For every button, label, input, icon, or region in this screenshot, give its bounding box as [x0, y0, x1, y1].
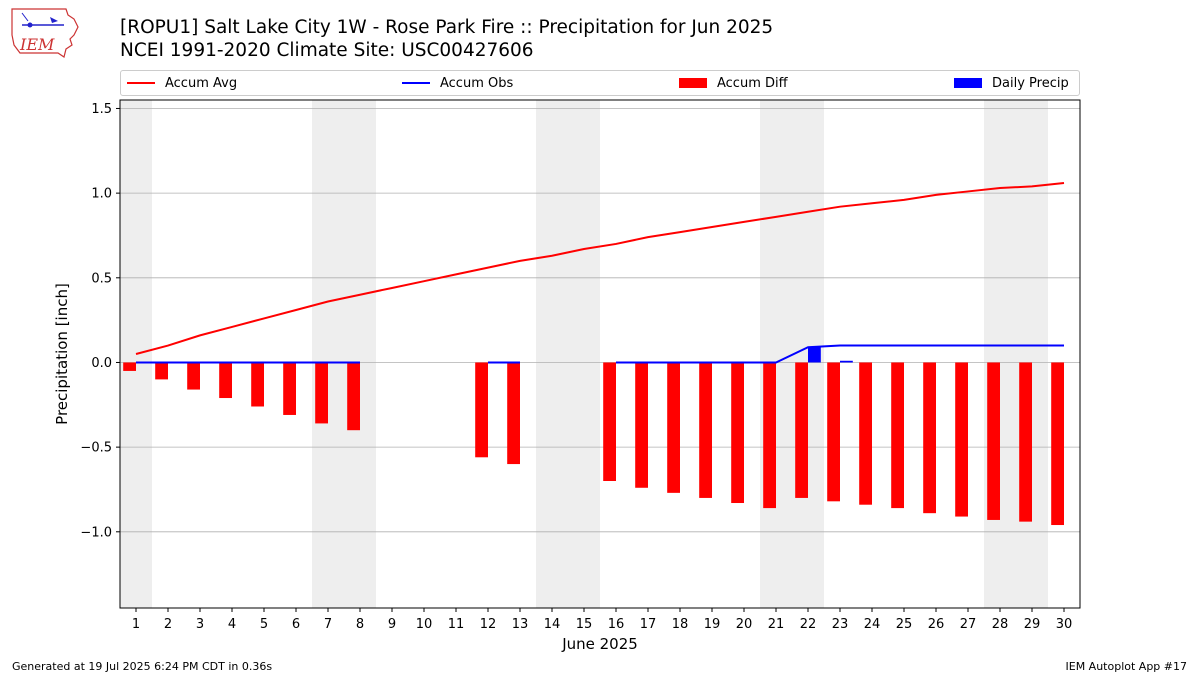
gridlines [120, 108, 1080, 533]
y-axis: −1.0 −0.5 0.0 0.5 1.0 1.5 [80, 102, 120, 540]
diff-bar-day-24 [859, 362, 872, 505]
legend-accum-obs: Accum Obs [402, 71, 513, 95]
diff-bar-day-25 [891, 362, 904, 509]
x-tick-label: 26 [928, 617, 945, 632]
y-tick-label: 1.0 [91, 187, 112, 202]
chart-title: [ROPU1] Salt Lake City 1W - Rose Park Fi… [120, 17, 774, 38]
diff-bar-day-18 [667, 362, 680, 493]
x-tick-label: 28 [992, 617, 1009, 632]
y-tick-label: −0.5 [80, 441, 112, 456]
diff-bar-day-7 [315, 362, 328, 424]
diff-bar-day-1 [123, 362, 136, 371]
x-tick-label: 29 [1024, 617, 1041, 632]
x-tick-label: 18 [672, 617, 689, 632]
legend-accum-avg: Accum Avg [127, 71, 237, 95]
x-tick-label: 6 [292, 617, 300, 632]
x-tick-label: 16 [608, 617, 625, 632]
diff-bar-day-13 [507, 362, 520, 465]
x-tick-label: 14 [544, 617, 561, 632]
diff-bar-day-27 [955, 362, 968, 517]
diff-bar-day-8 [347, 362, 360, 431]
x-tick-label: 27 [960, 617, 977, 632]
legend: Accum Avg Accum Obs Accum Diff Daily Pre… [120, 70, 1080, 96]
x-axis: 1 2 3 4 5 6 7 8 9 10 11 12 13 14 15 16 17 18 19 20 21 22 23 24 2… [132, 608, 1072, 632]
x-tick-label: 19 [704, 617, 721, 632]
y-tick-label: −1.0 [80, 525, 112, 540]
legend-accum-avg-swatch [127, 82, 155, 84]
legend-accum-diff-swatch [679, 78, 707, 88]
x-tick-label: 11 [448, 617, 465, 632]
y-tick-label: 0.5 [91, 271, 112, 286]
diff-bar-day-3 [187, 362, 200, 390]
diff-bar-day-28 [987, 362, 1000, 520]
legend-accum-diff-label: Accum Diff [717, 75, 788, 91]
legend-accum-obs-label: Accum Obs [440, 75, 514, 91]
diff-bar-day-12 [475, 362, 488, 458]
daily-bar-day-22 [808, 347, 821, 363]
iem-logo: IEM [11, 8, 79, 58]
y-axis-label: Precipitation [inch] [53, 283, 71, 425]
footer-generated: Generated at 19 Jul 2025 6:24 PM CDT in … [12, 660, 273, 673]
weekend-band-4 [984, 100, 1048, 608]
x-tick-label: 22 [800, 617, 817, 632]
y-tick-label: 1.5 [91, 102, 112, 117]
x-tick-label: 9 [388, 617, 396, 632]
diff-bar-day-16 [603, 362, 616, 481]
x-tick-label: 23 [832, 617, 849, 632]
x-tick-label: 7 [324, 617, 332, 632]
weekend-shading [120, 100, 1048, 608]
x-tick-label: 15 [576, 617, 593, 632]
diff-bar-day-26 [923, 362, 936, 514]
diff-bar-day-2 [155, 362, 168, 380]
diff-bar-day-17 [635, 362, 648, 488]
weekend-band-0 [120, 100, 152, 608]
x-tick-label: 2 [164, 617, 172, 632]
x-tick-label: 24 [864, 617, 881, 632]
x-tick-label: 30 [1056, 617, 1073, 632]
x-tick-label: 17 [640, 617, 657, 632]
diff-bar-day-5 [251, 362, 264, 407]
legend-daily-precip: Daily Precip [954, 71, 1069, 95]
x-tick-label: 4 [228, 617, 236, 632]
accum-obs-line-segment-2 [616, 344, 1064, 364]
legend-accum-diff: Accum Diff [679, 71, 788, 95]
diff-bar-day-4 [219, 362, 232, 399]
logo-text: IEM [19, 35, 55, 54]
diff-bar-day-20 [731, 362, 744, 504]
weekend-band-2 [536, 100, 600, 608]
accum-avg-line [135, 181, 1065, 355]
diff-bar-day-21 [763, 362, 776, 509]
x-tick-label: 8 [356, 617, 364, 632]
legend-daily-precip-label: Daily Precip [992, 75, 1069, 91]
legend-daily-precip-swatch [954, 78, 982, 88]
x-tick-label: 13 [512, 617, 529, 632]
diff-bar-day-19 [699, 362, 712, 498]
y-tick-label: 0.0 [91, 356, 112, 371]
diff-bar-day-6 [283, 362, 296, 415]
x-tick-label: 10 [416, 617, 433, 632]
x-tick-label: 5 [260, 617, 268, 632]
chart-subtitle: NCEI 1991-2020 Climate Site: USC00427606 [120, 40, 534, 61]
weekend-band-1 [312, 100, 376, 608]
x-tick-label: 21 [768, 617, 785, 632]
diff-bar-day-29 [1019, 362, 1032, 522]
plot-frame [119, 99, 1081, 609]
daily-bar-day-23 [840, 360, 853, 363]
x-axis-label: June 2025 [561, 635, 638, 653]
legend-accum-avg-label: Accum Avg [165, 75, 238, 91]
x-tick-label: 3 [196, 617, 204, 632]
x-tick-label: 25 [896, 617, 913, 632]
x-tick-label: 12 [480, 617, 497, 632]
series-lines [135, 181, 1065, 364]
x-tick-label: 20 [736, 617, 753, 632]
footer-app: IEM Autoplot App #17 [1065, 660, 1188, 673]
legend-accum-obs-swatch [402, 82, 430, 84]
weekend-band-3 [760, 100, 824, 608]
x-tick-label: 1 [132, 617, 140, 632]
bars [123, 347, 1064, 526]
diff-bar-day-22 [795, 362, 808, 498]
diff-bar-day-23 [827, 362, 840, 502]
diff-bar-day-30 [1051, 362, 1064, 526]
